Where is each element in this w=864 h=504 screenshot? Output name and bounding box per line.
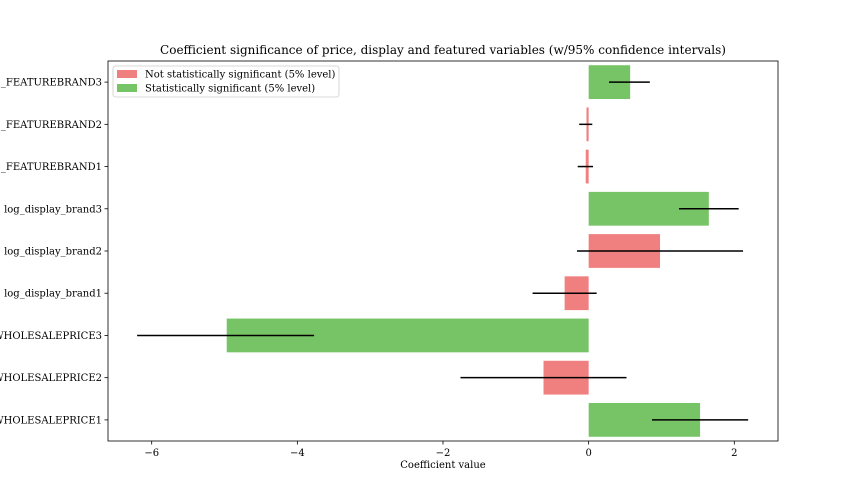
y-tick-label: log_display_brand3 xyxy=(4,204,102,215)
y-tick-label: _FEATUREBRAND3 xyxy=(1,78,102,89)
x-tick-label: 2 xyxy=(731,448,737,459)
y-tick-label: WHOLESALEPRICE3 xyxy=(0,331,102,342)
x-axis-label: Coefficient value xyxy=(400,460,485,471)
legend-swatch xyxy=(117,84,137,92)
legend-label: Statistically significant (5% level) xyxy=(145,84,315,95)
legend-swatch xyxy=(117,70,137,78)
errorbars-layer xyxy=(137,81,749,421)
x-tick-label: −4 xyxy=(290,448,305,459)
y-tick-label: _FEATUREBRAND1 xyxy=(1,162,102,173)
y-tick-label: WHOLESALEPRICE1 xyxy=(0,415,102,426)
x-tick-label: −2 xyxy=(436,448,451,459)
y-tick-label: WHOLESALEPRICE2 xyxy=(0,373,102,384)
chart-title: Coefficient significance of price, displ… xyxy=(160,43,726,57)
y-tick-label: _FEATUREBRAND2 xyxy=(1,120,102,131)
legend-box xyxy=(112,65,340,98)
x-axis: −6 −4 −2 0 2 xyxy=(144,441,737,459)
x-tick-label: 0 xyxy=(585,448,591,459)
y-tick-label: log_display_brand2 xyxy=(4,247,102,258)
y-axis: WHOLESALEPRICE1 WHOLESALEPRICE2 WHOLESALEP… xyxy=(0,78,108,426)
y-tick-label: log_display_brand1 xyxy=(4,289,102,300)
legend: Not statistically significant (5% level)… xyxy=(112,65,340,98)
legend-label: Not statistically significant (5% level) xyxy=(145,70,335,81)
x-tick-label: −6 xyxy=(144,448,159,459)
